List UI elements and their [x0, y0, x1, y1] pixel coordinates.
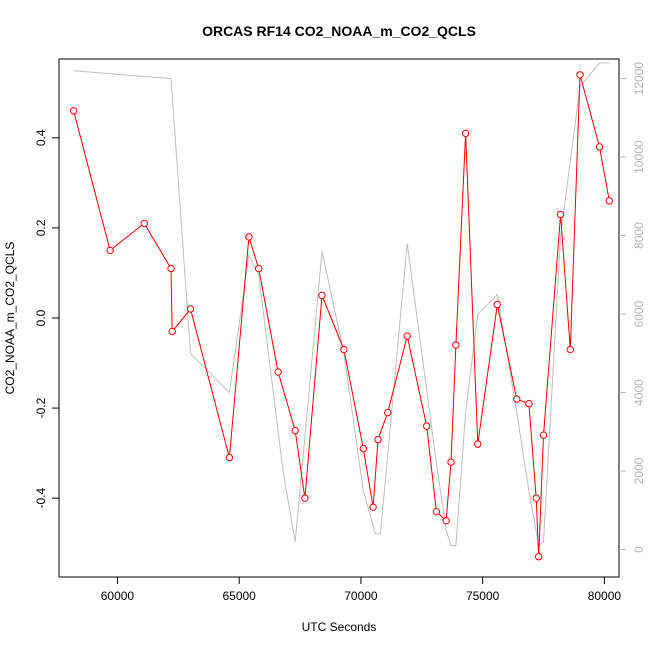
x-tick-label: 65000: [222, 589, 256, 603]
y2-axis: 0 2000 4000 6000 8000 10000 12000: [619, 62, 646, 553]
data-point: [168, 327, 176, 336]
data-point: [595, 143, 604, 151]
x-axis-label: UTC Seconds: [302, 620, 377, 634]
y2-tick-label: 8000: [632, 222, 646, 249]
data-point: [274, 368, 282, 376]
y2-tick-label: 4000: [632, 379, 646, 406]
data-point: [513, 395, 521, 403]
chart-title: ORCAS RF14 CO2_NOAA_m_CO2_QCLS: [202, 23, 476, 39]
data-point: [539, 431, 548, 439]
y2-tick-label: 6000: [632, 300, 646, 327]
series-layer: [69, 62, 613, 561]
data-point: [432, 507, 441, 516]
y-axis-label: CO2_NOAA_m_CO2_QCLS: [3, 242, 17, 395]
data-point: [442, 516, 450, 525]
y2-tick-label: 0: [632, 546, 646, 553]
data-point: [301, 494, 309, 502]
data-point: [106, 246, 114, 255]
y-tick-label: -0.4: [34, 488, 48, 509]
y-tick-label: 0.4: [34, 129, 48, 146]
y2-tick-label: 10000: [632, 140, 646, 174]
data-point: [69, 107, 78, 115]
y-tick-label: -0.2: [34, 397, 48, 418]
data-point: [447, 458, 455, 466]
y2-tick-label: 2000: [632, 457, 646, 484]
data-point: [605, 197, 613, 205]
data-point: [340, 345, 348, 354]
y-tick-label: 0.0: [34, 309, 48, 326]
x-tick-label: 80000: [588, 589, 622, 603]
x-tick-label: 60000: [101, 589, 135, 603]
data-point: [186, 305, 195, 313]
data-point: [534, 553, 543, 561]
data-point: [245, 233, 253, 241]
data-point: [140, 219, 148, 228]
x-axis: 60000 65000 70000 75000 80000: [101, 577, 622, 603]
data-point: [369, 503, 377, 511]
data-point: [525, 399, 533, 408]
data-point: [383, 408, 392, 417]
data-point: [474, 440, 482, 448]
x-tick-label: 70000: [344, 589, 378, 603]
data-point: [403, 332, 411, 340]
co2-series-line: [73, 74, 610, 557]
data-point: [254, 264, 263, 273]
y-axis: -0.4 -0.2 0.0 0.2 0.4: [34, 129, 59, 509]
data-point: [318, 291, 326, 300]
data-point: [422, 422, 431, 430]
altitude-series-line: [73, 62, 610, 547]
y2-tick-label: 12000: [632, 62, 646, 96]
data-point: [452, 341, 460, 349]
data-point: [532, 494, 540, 502]
data-point: [461, 129, 470, 138]
y-tick-label: 0.2: [34, 219, 48, 236]
data-point: [374, 435, 382, 444]
data-point: [493, 300, 501, 309]
data-point: [576, 71, 584, 79]
x-tick-label: 75000: [466, 589, 500, 603]
data-point: [167, 264, 175, 273]
data-point: [359, 444, 368, 453]
data-point: [225, 453, 234, 462]
data-point: [556, 210, 565, 219]
data-point: [291, 426, 299, 435]
data-point: [566, 345, 575, 354]
